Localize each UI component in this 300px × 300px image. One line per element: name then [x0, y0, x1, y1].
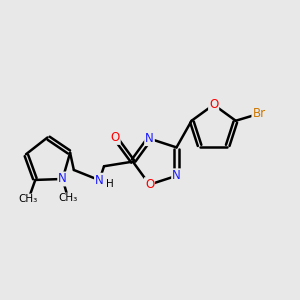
Text: H: H: [106, 179, 113, 189]
Text: O: O: [145, 178, 154, 191]
Text: O: O: [110, 131, 120, 144]
Text: N: N: [172, 169, 181, 182]
Text: CH₃: CH₃: [58, 194, 78, 203]
Text: O: O: [209, 98, 218, 111]
Text: Br: Br: [252, 107, 266, 120]
Text: N: N: [95, 174, 104, 187]
Text: N: N: [145, 132, 154, 145]
Text: N: N: [58, 172, 67, 185]
Text: CH₃: CH₃: [19, 194, 38, 204]
